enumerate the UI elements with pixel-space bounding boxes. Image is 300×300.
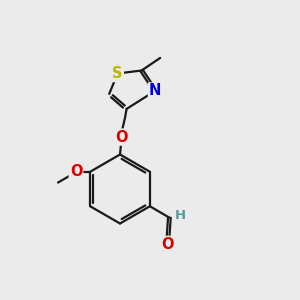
Text: H: H (175, 209, 186, 222)
Text: O: O (70, 164, 82, 178)
Text: O: O (115, 130, 128, 145)
Text: N: N (149, 83, 161, 98)
Text: S: S (112, 66, 123, 81)
Text: O: O (162, 237, 174, 252)
